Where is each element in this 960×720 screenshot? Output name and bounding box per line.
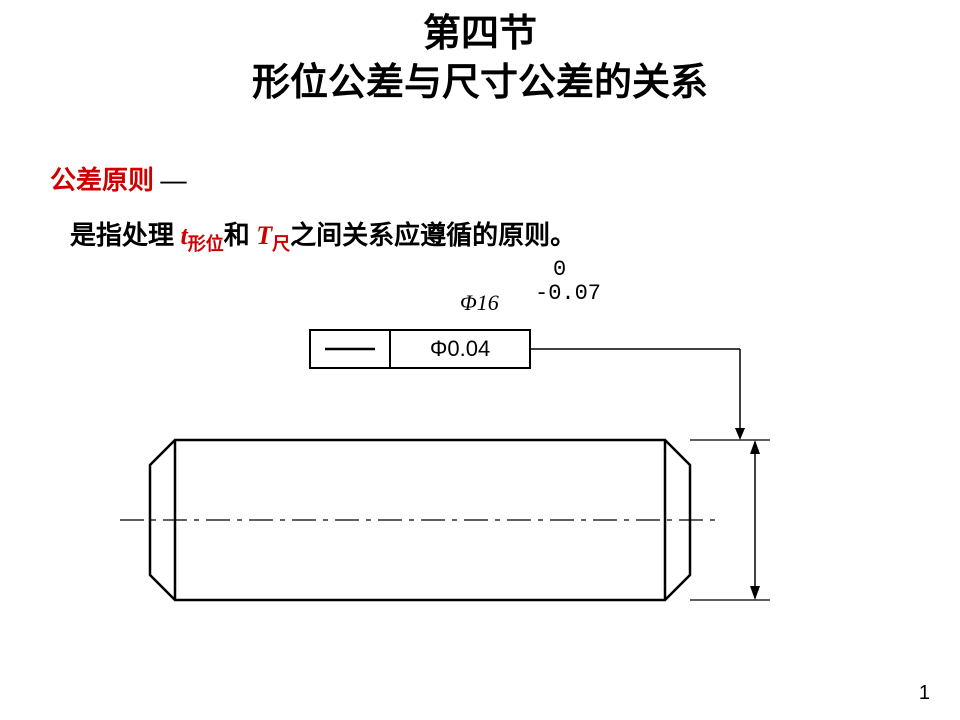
frame-value: Φ0.04 xyxy=(430,336,490,361)
leader-line xyxy=(530,349,745,440)
feature-control-frame: Φ0.04 xyxy=(310,330,530,368)
engineering-drawing: Φ0.04 xyxy=(0,0,960,720)
page-number: 1 xyxy=(919,682,930,705)
dimension-line xyxy=(750,440,760,600)
